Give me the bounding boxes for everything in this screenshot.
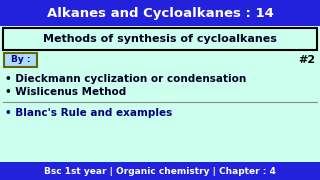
Bar bbox=[0, 0, 320, 26]
Text: • Dieckmann cyclization or condensation: • Dieckmann cyclization or condensation bbox=[5, 74, 246, 84]
Text: #2: #2 bbox=[298, 55, 315, 65]
Text: • Wislicenus Method: • Wislicenus Method bbox=[5, 87, 126, 97]
Text: Methods of synthesis of cycloalkanes: Methods of synthesis of cycloalkanes bbox=[43, 34, 277, 44]
Bar bbox=[0, 162, 320, 180]
Text: • Blanc's Rule and examples: • Blanc's Rule and examples bbox=[5, 108, 172, 118]
Bar bbox=[4, 53, 37, 67]
Text: Bsc 1st year | Organic chemistry | Chapter : 4: Bsc 1st year | Organic chemistry | Chapt… bbox=[44, 166, 276, 176]
Text: By :: By : bbox=[11, 55, 30, 64]
Bar bbox=[3, 28, 317, 50]
Text: Alkanes and Cycloalkanes : 14: Alkanes and Cycloalkanes : 14 bbox=[47, 6, 273, 19]
Bar bbox=[0, 26, 320, 162]
